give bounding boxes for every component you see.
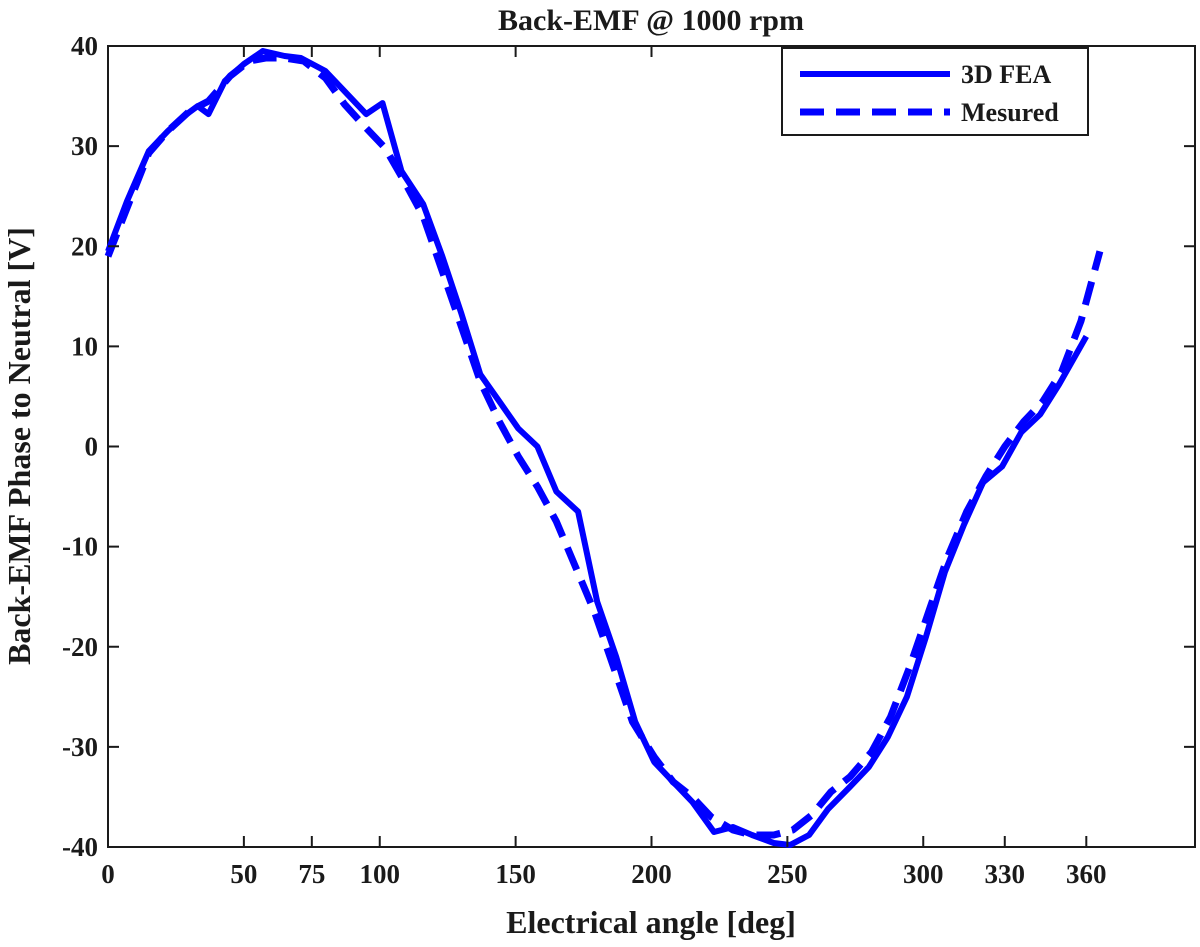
legend: 3D FEA Mesured [781, 47, 1089, 136]
chart-title: Back-EMF @ 1000 rpm [498, 4, 804, 37]
x-tick-label: 250 [767, 859, 808, 889]
x-tick-label: 75 [298, 859, 325, 889]
y-tick-label: 20 [71, 231, 98, 261]
y-tick-label: 10 [71, 331, 98, 361]
x-tick-label: 50 [230, 859, 257, 889]
y-tick-label: 40 [71, 31, 98, 61]
legend-label-mesured: Mesured [961, 98, 1059, 127]
x-tick-label: 100 [360, 859, 401, 889]
series-line-3d-fea [105, 48, 1089, 848]
y-tick-label: 0 [85, 432, 99, 462]
legend-box [781, 47, 1089, 136]
x-axis-label: Electrical angle [deg] [506, 904, 796, 940]
series-layer [104, 48, 1104, 848]
y-tick-label: -40 [62, 832, 98, 862]
x-tick-label: 200 [631, 859, 672, 889]
x-tick-label: 360 [1066, 859, 1107, 889]
x-tick-label: 330 [985, 859, 1026, 889]
y-tick-label: 30 [71, 131, 98, 161]
y-axis-label: Back-EMF Phase to Neutral [V] [1, 227, 37, 665]
y-tick-label: -10 [62, 532, 98, 562]
y-tick-label: -20 [62, 632, 98, 662]
series-line-mesured [104, 54, 1104, 839]
y-tick-label: -30 [62, 732, 98, 762]
x-tick-label: 150 [495, 859, 536, 889]
x-tick-label: 0 [101, 859, 115, 889]
ticks-layer: 0 50 75 100 150 200 250 300 330 360403020100-10-2… [62, 31, 1195, 889]
plot-area [107, 45, 1196, 848]
x-tick-label: 300 [903, 859, 944, 889]
legend-label-3d-fea: 3D FEA [961, 60, 1052, 89]
